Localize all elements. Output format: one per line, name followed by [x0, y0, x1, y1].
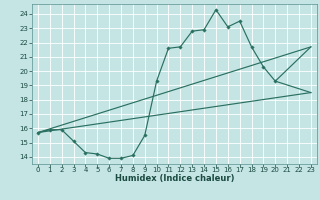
X-axis label: Humidex (Indice chaleur): Humidex (Indice chaleur) — [115, 174, 234, 183]
